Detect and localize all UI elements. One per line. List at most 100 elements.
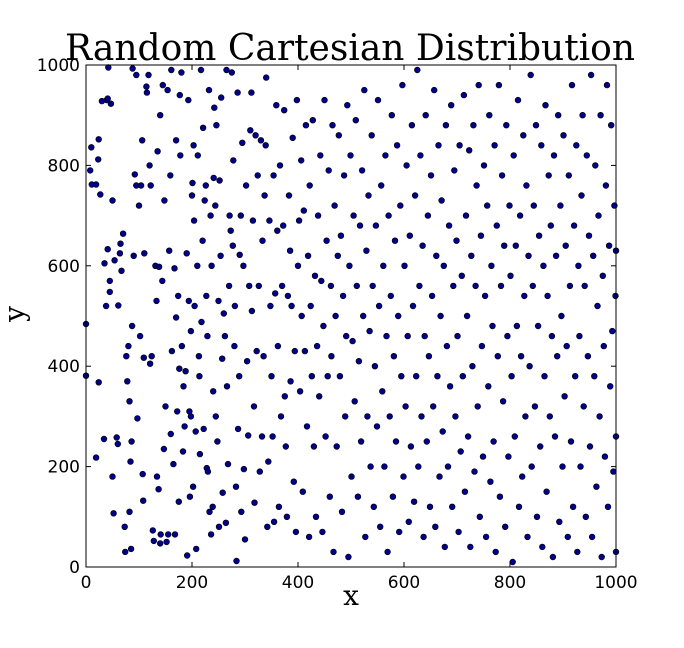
data-point: [577, 463, 584, 470]
data-point: [556, 518, 563, 525]
data-point: [155, 263, 163, 270]
data-point: [324, 373, 331, 380]
data-point: [300, 207, 307, 214]
data-point: [176, 91, 184, 99]
data-point: [392, 438, 400, 445]
data-point: [210, 388, 217, 395]
data-point: [109, 473, 116, 480]
data-point: [110, 510, 117, 517]
data-point: [451, 167, 458, 174]
data-point: [441, 543, 448, 551]
data-point: [241, 536, 249, 543]
data-point: [313, 342, 321, 350]
data-point: [523, 182, 530, 189]
data-point: [433, 252, 440, 260]
data-point: [101, 260, 108, 267]
data-point: [165, 531, 172, 538]
data-point: [317, 152, 324, 159]
data-point: [309, 116, 316, 124]
data-point: [160, 445, 168, 453]
data-point: [129, 65, 136, 72]
data-point: [601, 453, 609, 460]
data-point: [92, 454, 100, 461]
data-point: [117, 240, 124, 247]
data-point: [280, 222, 287, 229]
data-point: [565, 172, 572, 179]
data-point: [410, 498, 418, 505]
data-point: [442, 121, 450, 129]
data-point: [191, 302, 198, 310]
data-point: [462, 212, 470, 219]
data-point: [97, 191, 104, 198]
data-point: [478, 342, 486, 350]
data-point: [546, 413, 553, 420]
data-point: [326, 493, 333, 500]
data-point: [355, 358, 363, 365]
data-point: [211, 104, 218, 111]
data-point: [593, 483, 600, 490]
data-point: [511, 433, 518, 440]
data-point: [290, 478, 297, 485]
data-point: [495, 81, 503, 89]
data-point: [587, 71, 595, 79]
data-point: [123, 353, 130, 360]
data-point: [452, 413, 459, 420]
data-point: [203, 292, 210, 300]
data-point: [559, 463, 566, 470]
data-point: [356, 222, 364, 229]
data-point: [106, 288, 114, 296]
data-point: [552, 252, 560, 260]
data-point: [471, 468, 478, 475]
data-point: [357, 438, 365, 445]
data-point: [183, 250, 190, 257]
data-point: [322, 433, 329, 440]
data-point: [400, 473, 407, 480]
data-point: [581, 282, 588, 290]
data-point: [141, 250, 148, 257]
data-point: [554, 111, 562, 119]
data-point: [171, 531, 179, 538]
data-point: [516, 212, 524, 219]
data-point: [342, 413, 349, 420]
data-point: [215, 523, 223, 530]
x-tick-label: 200: [176, 573, 208, 593]
data-point: [172, 137, 180, 144]
data-point: [140, 354, 148, 361]
data-point: [529, 282, 536, 290]
data-point: [113, 434, 120, 441]
data-point: [212, 202, 219, 209]
data-point: [574, 548, 581, 556]
data-point: [438, 197, 445, 204]
data-point: [371, 363, 379, 370]
data-point: [541, 373, 548, 380]
data-point: [121, 523, 128, 530]
data-point: [344, 101, 351, 109]
data-point: [119, 230, 127, 237]
data-point: [334, 252, 341, 260]
data-point: [510, 152, 517, 159]
data-point: [262, 142, 269, 149]
y-tick-label: 0: [69, 558, 80, 578]
data-point: [194, 262, 201, 269]
data-point: [390, 353, 398, 360]
data-point: [178, 342, 186, 350]
data-point: [288, 302, 295, 310]
data-point: [323, 237, 330, 244]
data-point: [487, 478, 494, 485]
data-point: [268, 373, 275, 380]
data-point: [580, 403, 587, 410]
data-point: [170, 460, 177, 468]
data-point: [261, 192, 268, 199]
data-point: [240, 465, 248, 473]
data-point: [467, 543, 474, 551]
data-point: [502, 523, 509, 530]
data-point: [248, 89, 255, 96]
data-point: [95, 379, 102, 386]
y-tick-label: 400: [48, 357, 80, 377]
data-point: [422, 111, 429, 119]
data-point: [607, 121, 615, 129]
data-point: [513, 322, 521, 330]
data-point: [272, 290, 279, 297]
data-point: [470, 121, 477, 129]
data-point: [379, 388, 386, 395]
